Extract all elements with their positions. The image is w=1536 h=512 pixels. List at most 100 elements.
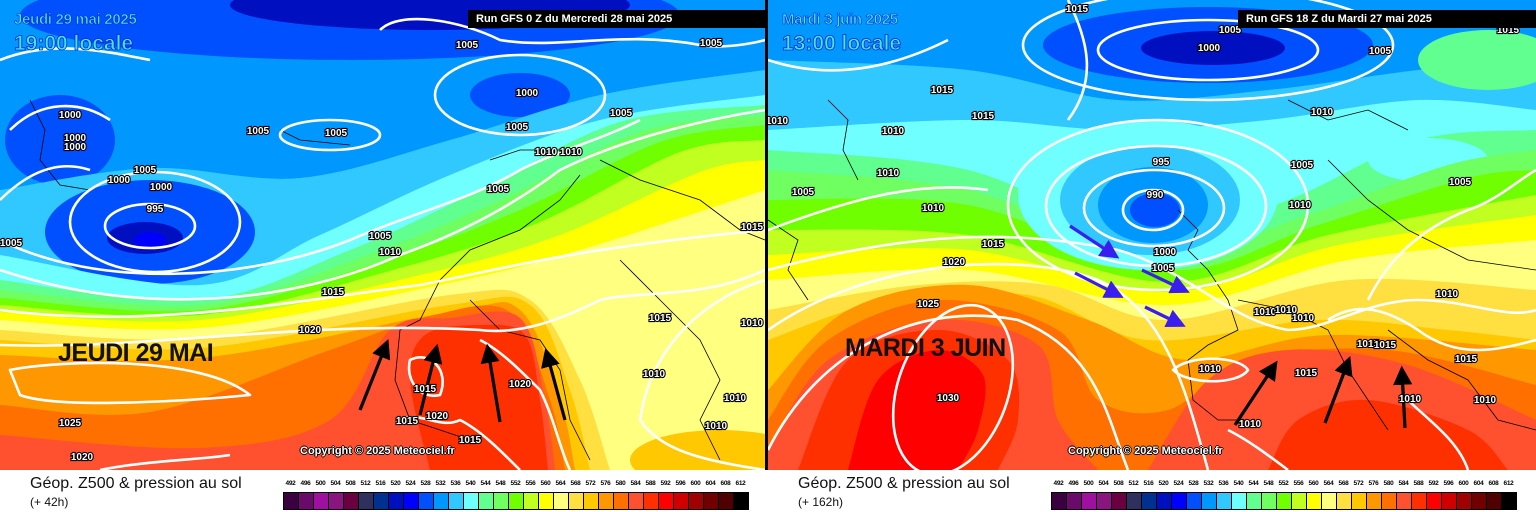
legend-value: 600	[690, 480, 701, 487]
isobar-line	[399, 415, 521, 470]
isobar-line	[1327, 168, 1536, 352]
legend-bar	[1051, 492, 1517, 510]
legend-value: 508	[345, 480, 356, 487]
legend-value: 552	[510, 480, 521, 487]
copyright: Copyright © 2025 Meteociel.fr	[300, 445, 455, 457]
legend-swatch	[1112, 493, 1127, 509]
legend-value: 504	[330, 480, 341, 487]
legend-swatch	[539, 493, 554, 509]
legend-value: 576	[600, 480, 611, 487]
legend-swatch	[404, 493, 419, 509]
legend-swatch	[1187, 493, 1202, 509]
copyright: Copyright © 2025 Meteociel.fr	[1068, 445, 1223, 457]
legend-swatch	[1172, 493, 1187, 509]
legend-swatch	[644, 493, 659, 509]
pressure-label: 1005	[456, 40, 479, 51]
day-label: MARDI 3 JUIN	[845, 334, 1006, 362]
legend-value: 496	[1068, 480, 1079, 487]
day-label: JEUDI 29 MAI	[58, 339, 214, 367]
pressure-label: 1020	[299, 325, 322, 336]
legend-swatch	[554, 493, 569, 509]
pressure-label: 1000	[59, 110, 82, 121]
legend-swatch	[1232, 493, 1247, 509]
legend-swatch	[1277, 493, 1292, 509]
legend-swatch	[1157, 493, 1172, 509]
isobar-line	[768, 235, 1536, 332]
pressure-label: 1015	[649, 313, 672, 324]
legend-value: 528	[420, 480, 431, 487]
legend-swatch	[1247, 493, 1262, 509]
isobar-line	[1082, 168, 1226, 248]
legend-value: 508	[1113, 480, 1124, 487]
pressure-label: 1015	[459, 435, 482, 446]
legend-swatch	[1292, 493, 1307, 509]
westerly-arrow	[1069, 224, 1120, 259]
legend-swatch	[374, 493, 389, 509]
legend-value: 608	[1488, 480, 1499, 487]
legend-swatch	[1127, 493, 1142, 509]
isobar-line	[68, 170, 242, 274]
isobar-line	[1021, 0, 1395, 102]
height-field-blob	[134, 232, 166, 248]
legend-value: 500	[315, 480, 326, 487]
pressure-label: 1010	[882, 126, 905, 137]
pressure-label: 1000	[150, 182, 173, 193]
legend-swatch	[1487, 493, 1502, 509]
pressure-label: 1015	[741, 222, 764, 233]
legend-value: 568	[1338, 480, 1349, 487]
legend-swatch	[1352, 493, 1367, 509]
pressure-label: 995	[1153, 157, 1170, 168]
valid-time: 13:00 locale	[782, 32, 902, 56]
pressure-label: 1020	[71, 452, 94, 463]
pressure-label: 1010	[1199, 364, 1222, 375]
pressure-label: 1005	[700, 38, 723, 49]
legend-swatch	[584, 493, 599, 509]
product-title: Géop. Z500 & pression au sol	[30, 475, 242, 492]
legend-swatch	[704, 493, 719, 509]
flow-arrow	[480, 343, 502, 423]
pressure-label: 1015	[396, 416, 419, 427]
height-field-blob	[5, 95, 115, 185]
height-field-blob	[1141, 31, 1285, 65]
legend-value: 556	[1293, 480, 1304, 487]
pressure-label: 1015	[972, 111, 995, 122]
pressure-label: 1015	[1295, 368, 1318, 379]
legend-value: 604	[705, 480, 716, 487]
legend-swatch	[1457, 493, 1472, 509]
legend-swatch	[1097, 493, 1112, 509]
legend-value: 588	[1413, 480, 1424, 487]
legend-value: 564	[1323, 480, 1334, 487]
westerly-arrow	[1141, 268, 1190, 294]
height-field-blob	[470, 73, 570, 117]
legend-swatch	[599, 493, 614, 509]
isobar-line	[99, 453, 231, 470]
westerly-arrow	[1144, 305, 1186, 328]
flow-arrow	[1323, 356, 1353, 424]
coastline	[768, 99, 1536, 431]
pressure-label: 1015	[931, 85, 954, 96]
legend-swatch	[1052, 493, 1067, 509]
legend-swatch	[284, 493, 299, 509]
legend-values: 492 496 500 504 508 512 516 520 524 528 532 536 540 5…	[1051, 480, 1517, 490]
pressure-label: 1005	[369, 231, 392, 242]
isobar-line	[103, 202, 197, 250]
pressure-label: 1010	[1289, 200, 1312, 211]
pressure-label: 1010	[1292, 313, 1315, 324]
isobar-line	[0, 268, 765, 347]
pressure-label: 1015	[1066, 4, 1089, 15]
legend-value: 612	[1503, 480, 1514, 487]
legend-swatch	[494, 493, 509, 509]
legend-value: 556	[525, 480, 536, 487]
footer-left: Géop. Z500 & pression au sol (+ 42h) 492…	[0, 470, 765, 512]
legend-value: 604	[1473, 480, 1484, 487]
legend-value: 564	[555, 480, 566, 487]
lead-time: (+ 162h)	[798, 495, 844, 509]
legend-value: 516	[375, 480, 386, 487]
legend-swatch	[1202, 493, 1217, 509]
legend-value: 608	[720, 480, 731, 487]
pressure-label: 1010	[1239, 419, 1262, 430]
legend-swatch	[1502, 493, 1516, 509]
valid-time: 19:00 locale	[14, 32, 134, 56]
pressure-label: 1015	[322, 287, 345, 298]
